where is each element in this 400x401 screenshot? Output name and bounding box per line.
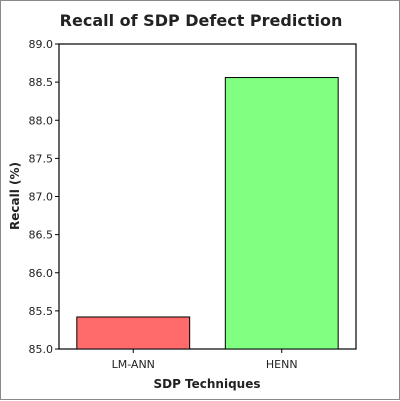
chart-title: Recall of SDP Defect Prediction [60,11,343,30]
y-tick-label: 87.5 [29,152,54,165]
y-tick-label: 88.0 [29,114,54,127]
x-tick-label: LM-ANN [112,358,155,371]
bar-lm-ann [76,316,191,350]
y-tick-label: 87.0 [29,191,54,204]
y-tick-label: 86.5 [29,229,54,242]
y-tick-label: 88.5 [29,76,54,89]
y-tick-label: 85.0 [29,343,54,356]
y-tick-label: 86.0 [29,267,54,280]
y-axis-label: Recall (%) [8,162,22,230]
y-tick-label: 85.5 [29,305,54,318]
x-axis-label: SDP Techniques [153,377,260,391]
bar-henn [224,77,339,350]
x-tick-label: HENN [266,358,298,371]
y-tick-label: 89.0 [29,38,54,51]
